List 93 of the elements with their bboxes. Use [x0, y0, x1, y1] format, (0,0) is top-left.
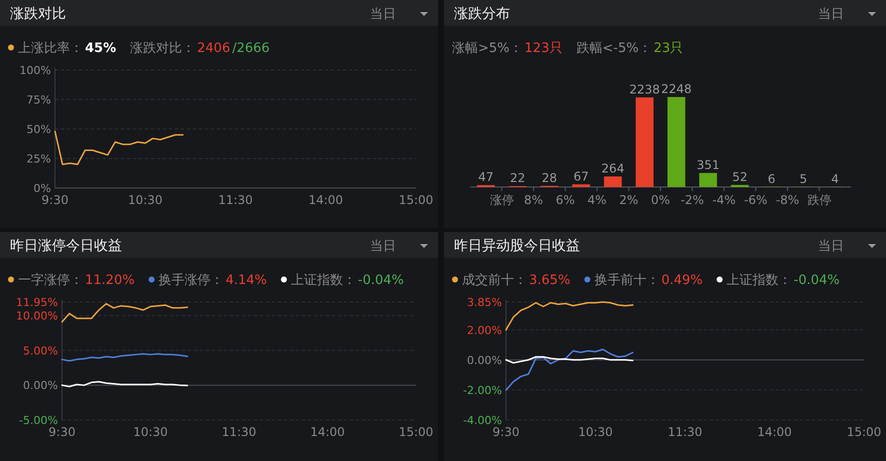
- data-label: 67: [573, 169, 589, 184]
- text: 涨跌对比：: [130, 41, 196, 56]
- x-tick-label: 6%: [556, 193, 575, 207]
- x-tick-label: 11:30: [668, 425, 702, 439]
- x-tick-label: 9:30: [42, 193, 68, 207]
- x-tick-label: 10:30: [128, 193, 163, 207]
- chart-title: 昨日涨停今日收益: [10, 238, 122, 254]
- text: 当日: [370, 239, 396, 254]
- x-tick-label: -2%: [680, 193, 704, 207]
- x-tick-label: 15:00: [846, 425, 882, 439]
- text: 2406: [197, 41, 230, 56]
- x-tick-label: 10:30: [578, 425, 613, 439]
- x-tick-label: 涨停: [490, 193, 514, 207]
- x-tick-label: 0%: [650, 193, 670, 207]
- line-series: [61, 353, 188, 362]
- y-tick-label: 50%: [26, 123, 51, 136]
- y-tick-label: 11.95%: [16, 296, 58, 309]
- y-tick-label: -2.00%: [463, 384, 502, 397]
- text: 4.14%: [226, 273, 267, 288]
- line-series: [505, 348, 634, 391]
- x-tick-label: 11:30: [218, 193, 253, 207]
- y-tick-label: 5.00%: [23, 344, 58, 358]
- y-tick-label: 25%: [26, 152, 51, 166]
- data-label: 6: [768, 172, 776, 186]
- text: 3.65%: [529, 273, 570, 288]
- x-tick-label: 15:00: [398, 425, 434, 439]
- y-tick-label: 0.00%: [467, 354, 502, 367]
- text: /2666: [232, 41, 270, 56]
- text: 当日: [818, 7, 844, 22]
- legend-label: 换手涨停：: [158, 273, 224, 288]
- x-tick-label: 14:00: [757, 425, 792, 439]
- line-series: [54, 130, 184, 166]
- bar: [572, 184, 590, 187]
- line-series: [61, 302, 188, 323]
- chart-title: 涨跌分布: [454, 6, 510, 22]
- line-series: [505, 356, 634, 364]
- y-tick-label: -4.00%: [463, 414, 502, 427]
- legend-label: 上证指数：: [290, 273, 356, 288]
- data-label: 22: [510, 171, 526, 186]
- y-tick-label: 2.00%: [467, 324, 502, 337]
- x-tick-label: 2%: [619, 193, 638, 207]
- text: 11.20%: [85, 273, 135, 288]
- bar: [699, 172, 718, 187]
- data-label: 351: [696, 158, 720, 172]
- legend-label: 换手前十：: [594, 273, 660, 288]
- text: -0.04%: [358, 273, 404, 288]
- text: 0.49%: [661, 273, 703, 288]
- text: -0.04%: [794, 273, 840, 288]
- legend-label: 上证指数：: [726, 273, 792, 288]
- x-tick-label: 15:00: [398, 193, 434, 207]
- data-label: 264: [601, 161, 624, 176]
- y-tick-label: 3.85%: [467, 296, 502, 309]
- text: 涨幅>5%：: [452, 41, 523, 56]
- text: 当日: [818, 239, 844, 254]
- y-tick-label: 0%: [34, 182, 51, 195]
- data-label: 5: [800, 172, 808, 186]
- text: 23只: [654, 41, 684, 56]
- x-tick-label: 8%: [524, 193, 544, 207]
- x-tick-label: 11:30: [222, 425, 256, 439]
- y-tick-label: -5.00%: [19, 414, 58, 427]
- y-tick-label: 75%: [26, 94, 51, 106]
- line-series: [505, 301, 634, 331]
- bar: [636, 97, 654, 187]
- data-label: 2238: [629, 82, 660, 96]
- x-tick-label: 9:30: [48, 425, 76, 439]
- data-label: 47: [478, 170, 494, 184]
- data-label: 28: [542, 170, 558, 185]
- x-tick-label: -4%: [712, 193, 736, 207]
- legend-label: 上涨比率：: [18, 40, 83, 56]
- x-tick-label: 跌停: [807, 193, 832, 207]
- chart-title: 昨日异动股今日收益: [454, 238, 580, 254]
- x-tick-label: 4%: [587, 193, 607, 207]
- y-tick-label: 10.00%: [16, 310, 58, 323]
- data-label: 2248: [661, 82, 692, 96]
- x-tick-label: 14:00: [310, 425, 345, 439]
- text: 45%: [85, 41, 116, 56]
- legend-label: 成交前十：: [462, 272, 527, 288]
- bar: [667, 97, 686, 187]
- data-label: 4: [831, 172, 839, 186]
- text: 当日: [370, 7, 396, 22]
- x-tick-label: -8%: [776, 193, 800, 207]
- bar: [604, 176, 622, 187]
- y-tick-label: 0.00%: [23, 379, 58, 392]
- data-label: 52: [732, 170, 748, 184]
- text: 123只: [524, 41, 562, 56]
- x-tick-label: 10:30: [133, 425, 168, 439]
- text: 跌幅<-5%：: [576, 41, 652, 56]
- chart-title: 涨跌对比: [10, 6, 66, 22]
- y-tick-label: 100%: [20, 64, 51, 77]
- legend-label: 一字涨停：: [18, 272, 83, 288]
- x-tick-label: 9:30: [492, 425, 520, 439]
- x-tick-label: 14:00: [308, 193, 344, 207]
- x-tick-label: -6%: [744, 193, 768, 207]
